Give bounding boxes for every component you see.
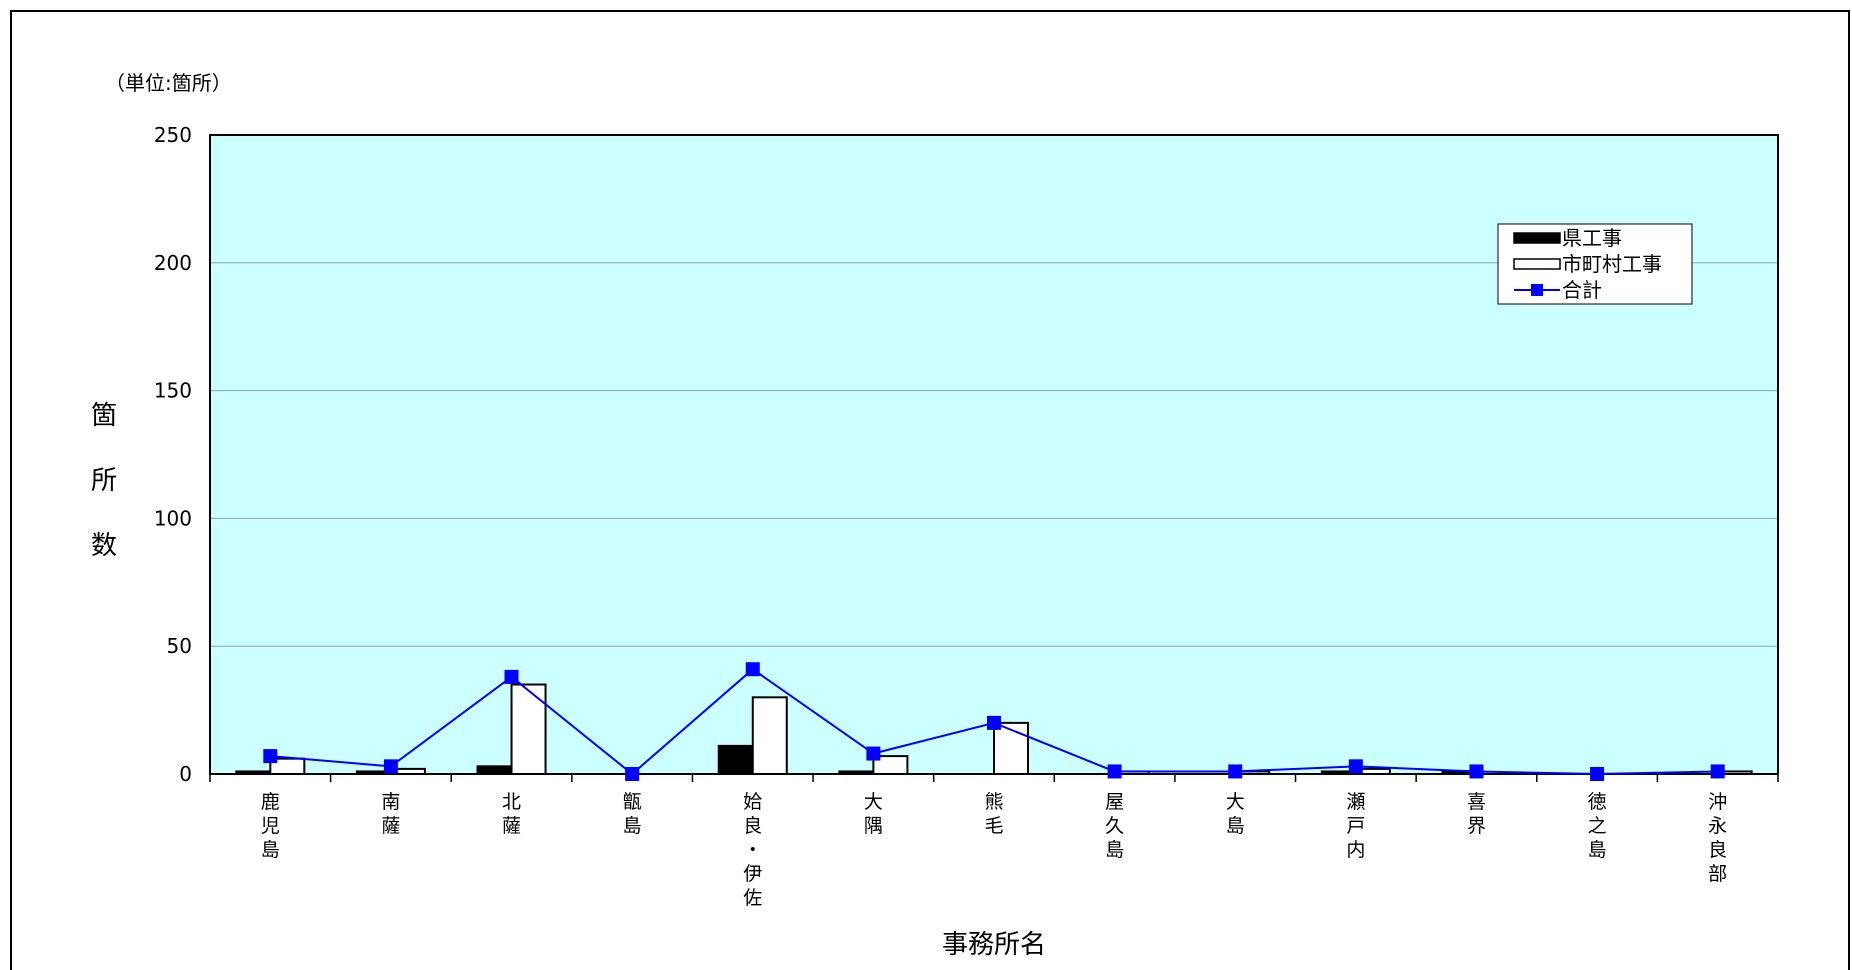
y-tick-label: 50 (167, 634, 192, 658)
series-marker (1710, 764, 1725, 779)
chart-frame (10, 10, 1850, 970)
x-tick-label: 戸 (1346, 815, 1365, 837)
series-marker (745, 662, 760, 677)
bar (717, 744, 754, 775)
x-tick-label: 伊 (743, 863, 762, 885)
x-tick-label: 界 (1467, 815, 1486, 837)
bar (993, 721, 1029, 776)
series-marker (625, 767, 640, 781)
series-marker (263, 749, 278, 764)
x-axis-label: 事務所名 (942, 930, 1046, 960)
series-marker (1228, 764, 1243, 779)
y-tick-label: 0 (179, 762, 192, 786)
x-tick-label: 大 (1226, 791, 1245, 813)
series-marker (1590, 767, 1605, 781)
x-tick-label: 之 (1588, 815, 1607, 837)
series-marker (987, 715, 1001, 730)
series-marker (1107, 764, 1122, 779)
x-tick-label: 鹿 (261, 791, 280, 813)
x-tick-label: 沖 (1708, 791, 1727, 813)
bar (510, 683, 547, 775)
x-tick-label: 屋 (1105, 791, 1124, 813)
x-tick-label: 大 (864, 791, 883, 813)
y-tick-label: 200 (154, 251, 192, 275)
series-marker (383, 759, 398, 774)
legend-swatch (1513, 258, 1561, 270)
y-tick-labels: 0 50 100 150 200 250 (154, 123, 192, 786)
x-tick-label: 島 (1588, 839, 1607, 861)
y-axis-label-char: 箇 (91, 401, 117, 431)
x-tick-label: 薩 (381, 815, 400, 837)
series-marker (1469, 764, 1484, 779)
x-tick-label: 島 (1226, 815, 1245, 837)
x-tick-label: 良 (743, 815, 762, 837)
y-tick-label: 150 (154, 379, 192, 403)
bar (838, 770, 875, 775)
total-line (263, 662, 1725, 781)
x-axis-label-group: 事務所名 (942, 930, 1046, 960)
x-tick-label: 北 (502, 791, 521, 813)
x-tick-label: 永 (1708, 815, 1727, 837)
x-tick-label: ・ (743, 839, 762, 861)
x-tick-label: 島 (261, 839, 280, 861)
y-tick-label: 250 (154, 123, 192, 147)
y-axis-label: 箇所数 (91, 401, 117, 561)
x-tick-label: 薩 (502, 815, 521, 837)
unit-label: （単位:箇所） (105, 71, 232, 95)
x-tick-label: 久 (1105, 815, 1124, 837)
y-tick-label: 100 (154, 506, 192, 530)
x-tick-label: 良 (1708, 839, 1727, 861)
x-tick-label: 徳 (1588, 791, 1607, 813)
x-tick-label: 内 (1346, 839, 1365, 861)
y-axis-label-char: 数 (91, 531, 117, 561)
x-tick-label: 隅 (864, 815, 883, 837)
x-tick-label: 児 (261, 815, 280, 837)
x-tick-label: 南 (381, 791, 400, 813)
x-tick-label: 姶 (743, 791, 762, 813)
x-tick-label: 瀬 (1346, 791, 1365, 813)
x-tick-label: 島 (623, 815, 642, 837)
legend-label: 市町村工事 (1562, 252, 1662, 276)
y-axis-label-char: 所 (91, 466, 117, 496)
legend-swatch-marker (1531, 284, 1543, 296)
series-marker (1348, 759, 1363, 774)
legend-swatch (1513, 232, 1561, 244)
x-tick-label: 熊 (984, 791, 1003, 813)
legend-label: 合計 (1562, 278, 1602, 302)
legend-label: 県工事 (1562, 226, 1622, 250)
x-tick-label: 佐 (743, 887, 762, 909)
x-tick-label: 毛 (984, 815, 1003, 837)
bar (235, 770, 272, 775)
bar (751, 696, 788, 776)
series-marker (504, 669, 519, 684)
series-marker (866, 746, 881, 761)
x-tick-label: 部 (1708, 863, 1727, 885)
x-tick-label: 喜 (1467, 791, 1486, 813)
x-tick-label: 島 (1105, 839, 1124, 861)
x-tick-label: 甑 (623, 791, 642, 813)
bar (476, 765, 513, 775)
bar (269, 757, 306, 776)
bar (872, 755, 909, 775)
